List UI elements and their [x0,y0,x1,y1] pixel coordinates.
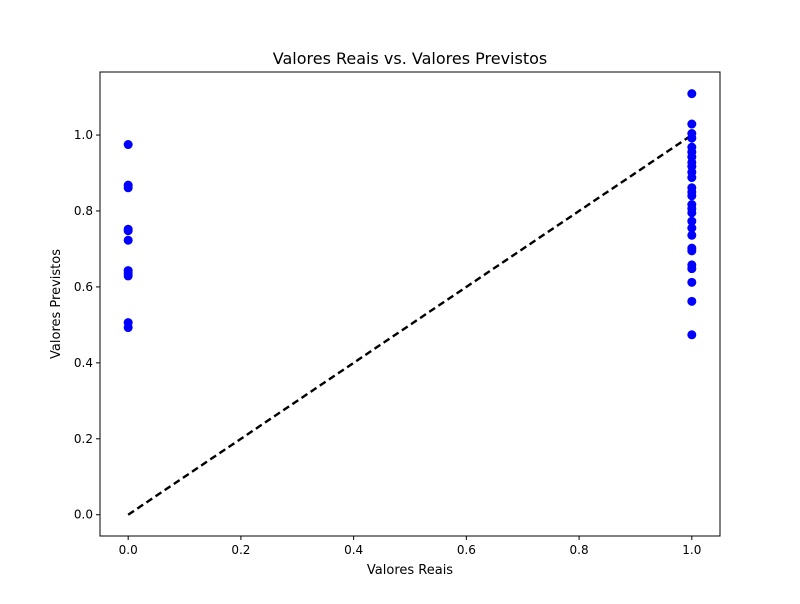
x-tick-label: 0.4 [344,543,363,557]
data-point [687,277,697,287]
data-point [123,235,133,245]
x-tick-label: 0.8 [570,543,589,557]
x-tick-label: 0.2 [231,543,250,557]
data-point [123,226,133,236]
data-point [687,264,697,274]
data-point [123,183,133,193]
data-point [687,230,697,240]
y-tick-label: 1.0 [74,128,93,142]
data-point [687,191,697,201]
data-point [687,173,697,183]
data-points [123,89,697,340]
data-point [687,216,697,226]
y-tick-label: 0.6 [74,280,93,294]
reference-line-group [127,134,693,516]
x-axis-label: Valores Reais [367,563,453,578]
plot-frame [99,71,721,537]
data-point [687,119,697,129]
data-point [687,89,697,99]
y-axis-label: Valores Previstos [49,249,64,359]
data-point [123,271,133,281]
y-tick-label: 0.0 [74,508,93,522]
reference-line [127,134,693,516]
data-point [687,296,697,306]
data-point [123,323,133,333]
y-tick-label: 0.2 [74,432,93,446]
x-tick-label: 0.0 [119,543,138,557]
y-tick-label: 0.8 [74,204,93,218]
data-point [687,133,697,143]
x-tick-label: 1.0 [682,543,701,557]
data-point [123,140,133,150]
axis-ticks: 0.0 0.2 0.4 0.6 0.8 1.0 0.0 0.2 0.4 0.6 0.8 1.0 [74,128,701,557]
data-point [687,246,697,256]
x-tick-label: 0.6 [457,543,476,557]
data-point [687,208,697,218]
chart-title: Valores Reais vs. Valores Previstos [273,49,547,68]
data-point [687,330,697,340]
y-tick-label: 0.4 [74,356,93,370]
data-point [687,223,697,233]
